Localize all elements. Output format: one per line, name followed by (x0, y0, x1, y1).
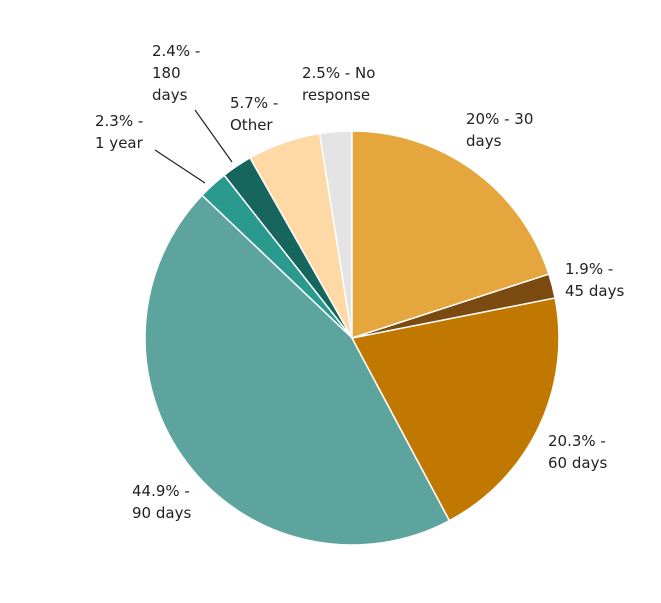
slice-label: 2.4% - 180 days (152, 42, 201, 104)
slice-label: 2.5% - No response (302, 64, 376, 104)
slice-label: 5.7% - Other (230, 94, 279, 134)
leader-line (194, 109, 233, 163)
slice-label: 2.3% - 1 year (95, 112, 144, 152)
pie-slice (350, 297, 560, 522)
slice-label: 20% - 30 days (466, 110, 534, 150)
slice-label: 44.9% - 90 days (132, 482, 192, 522)
leader-line (154, 149, 206, 184)
pie-slice (351, 130, 550, 340)
pie-slice (144, 194, 451, 546)
slice-label: 1.9% - 45 days (565, 260, 625, 300)
slice-label: 20.3% - 60 days (548, 432, 608, 472)
